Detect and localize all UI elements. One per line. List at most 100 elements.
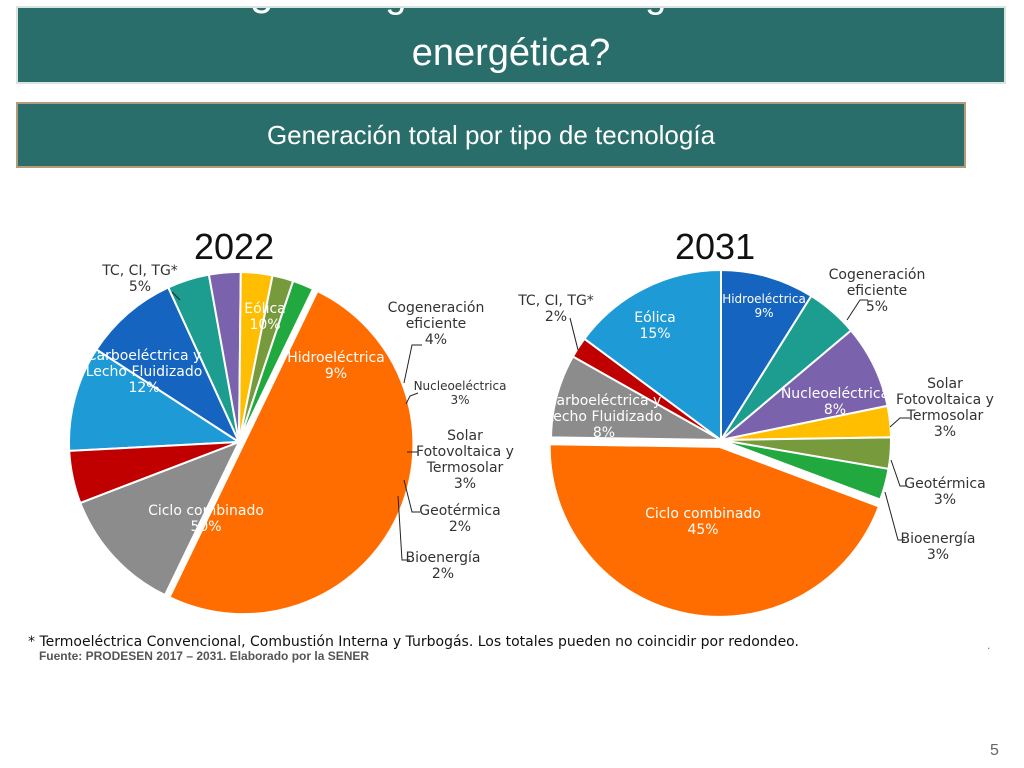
label-line: 3% [927, 547, 949, 563]
leader-line-2031-solar-fotovoltaica-y-termosolar [889, 417, 910, 428]
leader-line-2022-tc-ci-tg [171, 291, 181, 301]
label-line: 45% [687, 522, 718, 538]
label-2031-cogeneracion-eficiente: Cogeneración eficiente 5% [829, 267, 926, 315]
label-line: Eólica [634, 310, 675, 326]
label-line: eficiente [406, 316, 467, 332]
label-line: Termosolar [426, 460, 504, 476]
label-line: Termosolar [906, 408, 984, 424]
chart-title-2022: 2022 [194, 226, 275, 267]
label-line: Lecho Fluidizado [86, 364, 203, 380]
label-2031-bioenergia: Bioenergía 3% [900, 531, 975, 563]
label-2031-tc-ci-tg: TC, CI, TG* 2% [517, 293, 594, 325]
slice-2031-ciclo-combinado [548, 443, 881, 618]
label-line: 5% [866, 299, 888, 315]
label-2031-ciclo-combinado: Ciclo combinado 45% [645, 506, 761, 538]
label-line: Hidroeléctrica [722, 292, 806, 306]
leader-line-2022-bioenergia [397, 495, 410, 561]
label-line: 4% [425, 332, 447, 348]
slice-2022-bioenergia [238, 279, 315, 443]
label-2031-hidroelectrica: Hidroeléctrica 9% [722, 292, 806, 320]
leader-line-2031-tc-ci-tg [569, 317, 579, 351]
slice-2031-hidroelectrica [720, 268, 813, 444]
label-2022-carboelectrica-y-lecho-fluidizado: Carboeléctrica y Lecho Fluidizado 12% [86, 348, 203, 396]
label-line: 15% [639, 326, 670, 342]
label-line: Fotovoltaica y [416, 444, 514, 460]
page-number: 5 [990, 742, 999, 759]
label-line: Hidroeléctrica [287, 350, 385, 366]
pie-2031: Hidroeléctrica 9% Cogeneración eficiente 5% N… [517, 267, 994, 618]
label-line: Geotérmica [904, 476, 985, 492]
leader-line-2022-nucleoelectrica [405, 392, 419, 405]
label-line: 8% [593, 425, 615, 441]
chart-title-2031: 2031 [675, 226, 756, 267]
label-line: Eólica [244, 301, 285, 317]
label-line: 2% [449, 519, 471, 535]
label-line: 3% [450, 393, 469, 407]
leader-line-2022-geotermica [403, 479, 420, 513]
label-2022-solar-fotovoltaica-y-termosolar: Solar Fotovoltaica y Termosolar 3% [416, 428, 514, 492]
leader-line-2031-bioenergia [884, 491, 905, 541]
label-2022-hidroelectrica: Hidroeléctrica 9% [287, 350, 385, 382]
label-line: Geotérmica [419, 503, 500, 519]
label-2022-nucleoelectrica: Nucleoeléctrica 3% [414, 379, 507, 407]
label-line: Lecho Fluidizado [546, 409, 663, 425]
label-2031-carboelectrica-y-lecho-fluidizado: Carboeléctrica y Lecho Fluidizado 8% [546, 393, 663, 441]
label-line: Nucleoeléctrica [781, 386, 889, 402]
label-2031-nucleoelectrica: Nucleoeléctrica 8% [781, 386, 889, 418]
slice-2022-carboelectrica-y-lecho-fluidizado [78, 440, 241, 597]
footnote-dot: . [987, 638, 991, 652]
label-line: Bioenergía [900, 531, 975, 547]
label-line: 2% [432, 566, 454, 582]
label-line: TC, CI, TG* [101, 263, 178, 279]
slice-2022-ciclo-combinado [168, 289, 415, 616]
label-line: Cogeneración [388, 300, 485, 316]
footnote: * Termoeléctrica Convencional, Combustió… [28, 634, 799, 650]
label-2022-cogeneracion-eficiente: Cogeneración eficiente 4% [388, 300, 485, 348]
label-line: Carboeléctrica y [547, 393, 662, 409]
pie-2022: Eólica 10%Hidroeléctrica 9%Cogeneración efi… [68, 263, 514, 616]
slice-2031-bioenergia [720, 439, 890, 501]
label-line: 2% [545, 309, 567, 325]
label-line: 10% [249, 317, 280, 333]
slice-2031-eolica [583, 268, 722, 442]
label-line: 3% [934, 424, 956, 440]
label-2031-eolica: Eólica 15% [634, 310, 675, 342]
leader-line-2031-geotermica [890, 459, 907, 487]
leader-line-2022-cogeneracion-eficiente [403, 344, 422, 384]
label-line: 3% [934, 492, 956, 508]
label-line: Ciclo combinado [148, 503, 264, 519]
label-line: Nucleoeléctrica [414, 379, 507, 393]
label-line: 50% [190, 519, 221, 535]
leader-line-2031-cogeneracion-eficiente [846, 299, 868, 321]
slice-2022-tc-ci-tg [68, 441, 240, 505]
label-line: Solar [447, 428, 483, 444]
label-2022-bioenergia: Bioenergía 2% [405, 550, 480, 582]
label-line: Ciclo combinado [645, 506, 761, 522]
slide-title: energética? [411, 32, 611, 74]
label-line: 5% [129, 279, 151, 295]
label-2031-solar-fotovoltaica-y-termosolar: Solar Fotovoltaica y Termosolar 3% [896, 376, 994, 440]
label-2031-geotermica: Geotérmica 3% [904, 476, 985, 508]
label-2022-eolica: Eólica 10% [244, 301, 285, 333]
label-line: Fotovoltaica y [896, 392, 994, 408]
slide-title-top: ¿Cómo garantizar la seguridad [18, 8, 1004, 17]
label-line: Bioenergía [405, 550, 480, 566]
label-line: 3% [454, 476, 476, 492]
title-banner: ¿Cómo garantizar la seguridad energética… [16, 6, 1006, 84]
slide-subtitle: Generación total por tipo de tecnología [16, 102, 966, 168]
label-line: Cogeneración [829, 267, 926, 283]
label-line: Carboeléctrica y [87, 348, 202, 364]
label-2022-geotermica: Geotérmica 2% [419, 503, 500, 535]
label-line: 8% [824, 402, 846, 418]
label-line: 12% [128, 380, 159, 396]
label-line: TC, CI, TG* [517, 293, 594, 309]
label-2022-tc-ci-tg: TC, CI, TG* 5% [101, 263, 178, 295]
label-line: 9% [325, 366, 347, 382]
source-note: Fuente: PRODESEN 2017 – 2031. Elaborado … [38, 649, 370, 663]
label-2022-ciclo-combinado: Ciclo combinado 50% [148, 503, 264, 535]
slice-2022-hidroelectrica [95, 286, 242, 445]
slice-2022-eolica [68, 348, 243, 452]
label-line: Solar [927, 376, 963, 392]
label-line: eficiente [847, 283, 908, 299]
